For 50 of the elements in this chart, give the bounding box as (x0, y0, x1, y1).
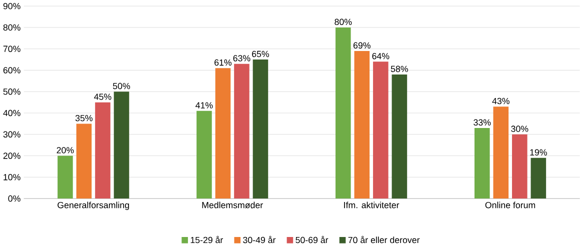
bar (512, 134, 528, 199)
bar (196, 110, 212, 199)
data-label: 80% (334, 18, 352, 26)
data-label: 61% (214, 59, 232, 66)
data-label: 35% (75, 115, 93, 122)
data-label: 64% (372, 53, 390, 60)
data-label: 63% (233, 55, 250, 62)
bar (354, 51, 370, 199)
legend-label: 70 år eller derover (348, 236, 420, 244)
bar (76, 124, 92, 199)
y-tick-label: 60% (3, 67, 20, 74)
y-tick-label: 0% (8, 196, 20, 202)
legend-label: 30-49 år (243, 236, 276, 244)
x-tick-label: Ifm. aktiviteter (344, 202, 400, 208)
y-tick-label: 30% (3, 131, 20, 138)
y-tick-label: 70% (3, 46, 20, 52)
bar (493, 106, 509, 199)
x-tick-label: Generalforsamling (58, 202, 129, 210)
data-label: 65% (252, 50, 270, 58)
data-label: 30% (511, 126, 528, 132)
bar (114, 92, 130, 199)
bar (234, 64, 250, 199)
data-label: 45% (94, 94, 112, 100)
legend-label: 50-69 år (296, 236, 328, 244)
data-label: 20% (56, 147, 74, 154)
bar (474, 128, 490, 199)
bar (530, 158, 546, 199)
y-tick-label: 20% (3, 152, 20, 160)
data-label: 43% (492, 98, 510, 104)
bar (95, 102, 110, 199)
x-tick-label: Online forum (485, 202, 536, 208)
data-label: 50% (112, 83, 130, 90)
bar (392, 74, 408, 199)
y-tick-label: 50% (3, 88, 20, 95)
data-label: 41% (196, 102, 213, 109)
bar (215, 68, 231, 199)
data-label: 58% (390, 66, 408, 72)
data-label: 19% (530, 149, 547, 156)
y-tick-label: 90% (3, 3, 20, 10)
x-tick-label: Medlemsmøder (202, 202, 263, 208)
y-tick-label: 10% (4, 174, 20, 180)
bar (373, 62, 388, 199)
data-label: 69% (354, 42, 370, 49)
legend-label: 15-29 år (190, 236, 223, 244)
bar (336, 28, 351, 199)
bar (58, 156, 73, 199)
data-label: 33% (474, 119, 491, 126)
bar (252, 60, 268, 199)
y-tick-label: 80% (3, 24, 20, 31)
y-tick-label: 40% (3, 110, 20, 116)
